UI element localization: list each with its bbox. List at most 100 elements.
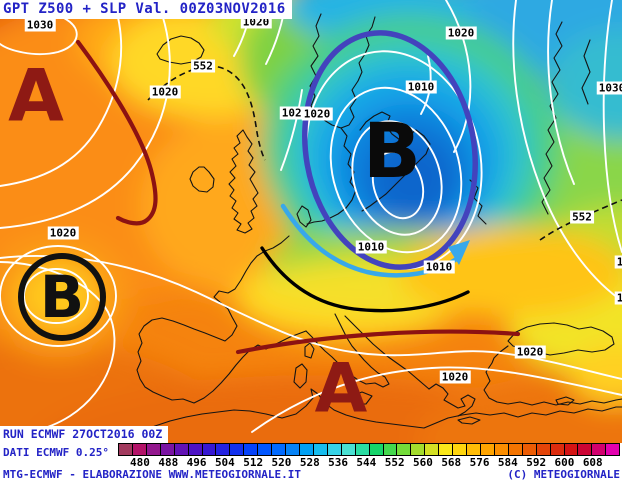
isobar-value-label: 1020 [439, 370, 471, 384]
coast-ireland [189, 166, 215, 193]
colorbar-cell [522, 444, 537, 455]
colorbar-tick-label: 528 [299, 456, 320, 469]
pressure-center-a: A [8, 53, 64, 138]
colorbar-cell [578, 444, 593, 455]
colorbar-tick-label: 600 [554, 456, 575, 469]
colorbar-tick-label: 480 [130, 456, 150, 469]
colorbar-cell [592, 444, 607, 455]
pressure-center-a: A [314, 349, 368, 429]
colorbar-cell [174, 444, 189, 455]
data-resolution-label: DATI ECMWF 0.25° [3, 446, 109, 459]
map-annotations-layer: A B B A 1030 1020 1020 552 1010 1030 1020 1020 1020 5… [8, 15, 622, 429]
front-line-black-central-europe [260, 246, 470, 313]
z500-colorbar-ticks: 480 488 496 504 512 520 528 536 544 552 560 568 576 5… [118, 456, 620, 469]
colorbar-cell [606, 444, 620, 455]
coast-sicily [351, 391, 373, 405]
colorbar-tick-label: 504 [214, 456, 235, 469]
colorbar-tick-label: 592 [526, 456, 547, 469]
elaboration-label: MTG-ECMWF - ELABORAZIONE WWW.METEOGIORNA… [3, 468, 302, 480]
coast-italy [305, 313, 390, 388]
colorbar-cell [564, 444, 579, 455]
colorbar-cell [160, 444, 175, 455]
colorbar-cell [550, 444, 565, 455]
colorbar-cell [341, 444, 356, 455]
colorbar-cell [397, 444, 412, 455]
isobar-value-label: 552 [191, 59, 215, 73]
colorbar-cell [299, 444, 314, 455]
coast-denmark [296, 205, 312, 228]
colorbar-cell [411, 444, 426, 455]
z500-552-dashed-contour [147, 65, 622, 241]
front-line-darkred-mediterranean [235, 329, 521, 355]
colorbar-tick-label: 552 [384, 456, 405, 469]
colorbar-cell [272, 444, 287, 455]
run-info-label: RUN ECMWF 27OCT2016 00Z [0, 426, 168, 443]
cyclone-ring-blue [302, 30, 478, 270]
colorbar-cell [369, 444, 384, 455]
colorbar-tick-label: 512 [243, 456, 264, 469]
border-russia-river [581, 39, 591, 105]
colorbar-cell [383, 444, 398, 455]
colorbar-cell [202, 444, 217, 455]
isobar-value-label: 1020 [445, 26, 477, 40]
coast-corsica [304, 342, 315, 359]
colorbar-cell [508, 444, 523, 455]
colorbar-tick-label: 560 [413, 456, 433, 469]
colorbar-cell [146, 444, 161, 455]
colorbar-cell [327, 444, 342, 455]
colorbar-cell [286, 444, 300, 455]
front-line-darkred-atlantic [75, 39, 158, 226]
colorbar-cell [355, 444, 370, 455]
isobar-value-label: 1020 [514, 345, 546, 359]
z500-colorbar [118, 443, 620, 456]
colorbar-cell [216, 444, 231, 455]
isobar-value-label: 1 [614, 255, 622, 269]
colorbar-cell [536, 444, 551, 455]
colorbar-cell [119, 444, 133, 455]
colorbar-tick-label: 584 [497, 456, 518, 469]
isobar-value-label: 1 [614, 291, 622, 305]
isobar-value-label: 1030 [24, 18, 56, 32]
colorbar-cell [467, 444, 481, 455]
isobar-value-label: 552 [570, 210, 594, 224]
coast-turkey [483, 345, 622, 406]
colorbar-tick-label: 608 [582, 456, 603, 469]
coast-sardinia [293, 363, 308, 389]
coast-great-britain [228, 129, 259, 234]
colorbar-tick-label: 536 [328, 456, 348, 469]
colorbar-cell [313, 444, 328, 455]
coast-north-africa [139, 388, 622, 433]
colorbar-cell [244, 444, 259, 455]
pressure-center-b: B [363, 106, 421, 196]
isobar-value-label: 1030 [596, 81, 622, 95]
colorbar-cell [188, 444, 203, 455]
isobar-value-label: 1020 [47, 226, 79, 240]
coast-greece [428, 383, 476, 417]
isobar-value-label: 1010 [355, 240, 387, 254]
colorbar-cell [132, 444, 147, 455]
colorbar-cell [230, 444, 245, 455]
colorbar-cell [494, 444, 509, 455]
flow-arrowhead-lightblue [448, 240, 470, 265]
border-russia-west [541, 21, 563, 215]
colorbar-tick-label: 568 [441, 456, 462, 469]
colorbar-cell [453, 444, 468, 455]
coast-crete [457, 416, 481, 425]
colorbar-tick-label: 544 [356, 456, 377, 469]
colorbar-cell [425, 444, 440, 455]
isobar-value-label: 1020 [301, 107, 333, 121]
colorbar-tick-label: 496 [186, 456, 207, 469]
colorbar-cell [258, 444, 273, 455]
pressure-center-b: B [18, 253, 106, 341]
coast-cyprus [555, 396, 575, 406]
colorbar-cell [439, 444, 454, 455]
copyright-label: (C) METEOGIORNALE [507, 468, 620, 480]
coast-west-europe-iberia [136, 235, 307, 404]
isobar-value-label: 1020 [149, 85, 181, 99]
colorbar-tick-label: 576 [469, 456, 490, 469]
map-title: GPT Z500 + SLP Val. 00Z03NOV2016 [0, 0, 292, 19]
coast-finland [359, 111, 431, 212]
colorbar-tick-label: 488 [158, 456, 179, 469]
isobar-value-label: 1010 [405, 80, 437, 94]
